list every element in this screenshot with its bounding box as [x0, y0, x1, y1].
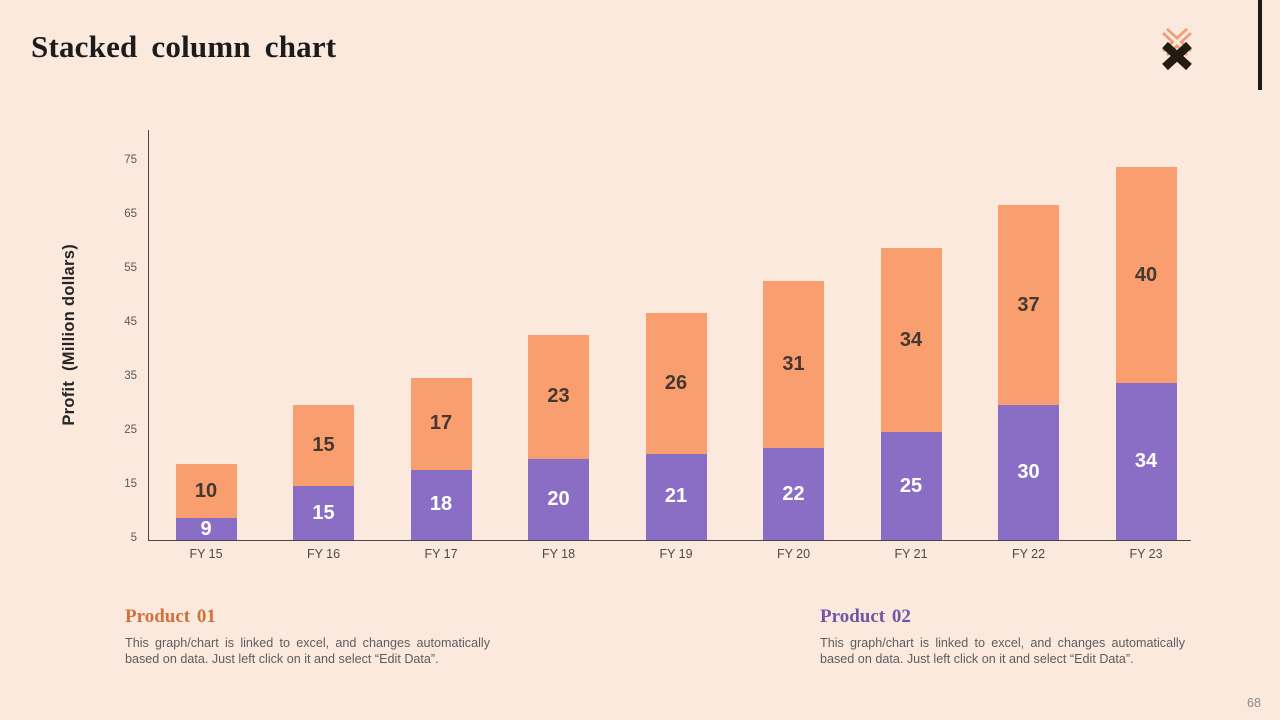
bar-segment-product-01[interactable]: 10 [175, 464, 237, 519]
x-axis-category-label: FY 21 [894, 547, 928, 561]
product-02-title: Product 02 [820, 606, 911, 627]
y-tick-label: 5 [130, 532, 137, 544]
bar-segment-product-01[interactable]: 40 [1115, 167, 1177, 384]
bar-segment-product-02[interactable]: 20 [528, 459, 589, 540]
x-axis-category-label: FY 15 [189, 547, 223, 561]
double-x-icon [1162, 27, 1192, 71]
product-02-note: Product 02 This graph/chart is linked to… [820, 606, 1200, 667]
product-01-title: Product 01 [125, 606, 216, 627]
y-tick-label: 15 [124, 478, 137, 490]
bar-segment-product-01[interactable]: 37 [998, 205, 1059, 405]
x-axis-category-label: FY 17 [424, 547, 458, 561]
y-tick-label: 75 [124, 154, 137, 166]
product-01-note: Product 01 This graph/chart is linked to… [125, 606, 505, 667]
accent-vertical-bar [1258, 0, 1262, 90]
bar-segment-product-02[interactable]: 30 [998, 405, 1059, 540]
page-title: Stacked column chart [31, 29, 337, 64]
y-tick-label: 65 [124, 208, 137, 220]
product-02-description: This graph/chart is linked to excel, and… [820, 636, 1185, 667]
bar-segment-product-01[interactable]: 26 [645, 313, 707, 454]
bar-segment-product-02[interactable]: 18 [410, 469, 472, 540]
x-axis-category-label: FY 19 [659, 547, 693, 561]
x-axis-category-label: FY 16 [306, 547, 341, 561]
bar-segment-product-01[interactable]: 23 [528, 334, 589, 459]
x-axis-category-label: FY 22 [1011, 547, 1046, 561]
bar-segment-product-02[interactable]: 9 [175, 518, 237, 540]
y-tick-label: 25 [124, 424, 137, 436]
bar-segment-product-02[interactable]: 22 [763, 448, 824, 540]
bar-segment-product-01[interactable]: 15 [293, 405, 354, 486]
x-axis-category-label: FY 20 [776, 547, 811, 561]
page-number: 68 [1247, 696, 1261, 710]
product-01-description: This graph/chart is linked to excel, and… [125, 636, 490, 667]
bar-segment-product-02[interactable]: 34 [1115, 383, 1177, 540]
bar-segment-product-02[interactable]: 15 [293, 486, 354, 540]
bar-segment-product-02[interactable]: 25 [880, 432, 942, 540]
x-axis-category-label: FY 23 [1129, 547, 1163, 561]
plot-area[interactable]: 5 15 25 35 45 55 65 75 9 10 FY 15 15 15 FY 16 18 17 FY 1… [124, 130, 1191, 561]
bar-segment-product-02[interactable]: 21 [645, 453, 707, 540]
x-axis-category-label: FY 18 [541, 547, 576, 561]
y-axis-title: Profit (Million dollars) [59, 244, 78, 426]
bar-segment-product-01[interactable]: 31 [763, 280, 824, 449]
y-tick-label: 35 [124, 370, 137, 382]
bar-segment-product-01[interactable]: 17 [410, 378, 472, 470]
bar-segment-product-01[interactable]: 34 [880, 248, 942, 432]
y-tick-label: 55 [124, 262, 137, 274]
y-tick-label: 45 [124, 316, 137, 328]
